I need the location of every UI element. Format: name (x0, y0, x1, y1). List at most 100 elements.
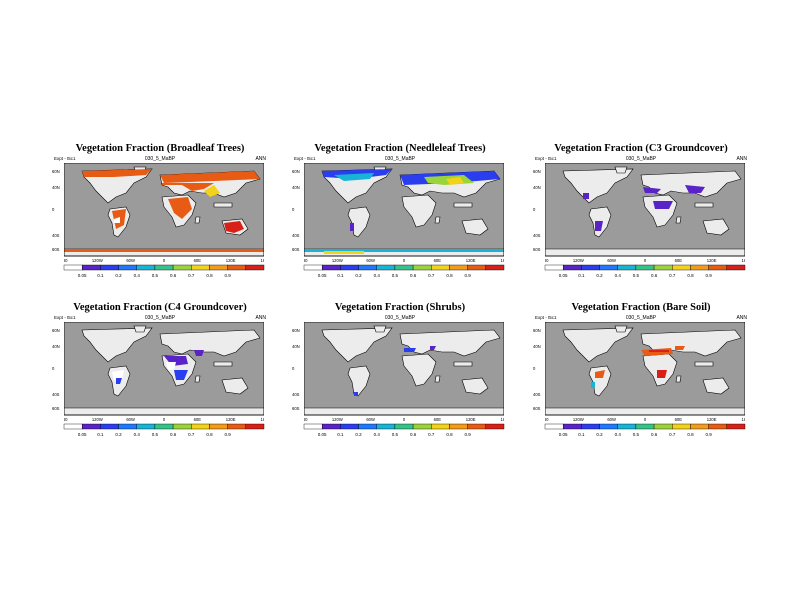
colorbar-label: 0.6 (410, 273, 417, 278)
landmass-greenland (373, 325, 387, 333)
vegetation-region (446, 177, 464, 185)
colorbar-label: 0.7 (428, 432, 435, 437)
y-tick-label: 0 (52, 207, 55, 212)
landmass-greenland (133, 325, 147, 333)
colorbar-swatch (431, 264, 450, 271)
x-tick-label: 60E (434, 258, 442, 263)
vegetation-region (583, 193, 589, 199)
colorbar-swatch (100, 264, 119, 271)
colorbar-label: 0.05 (559, 273, 568, 278)
x-tick-label: 120E (226, 417, 236, 422)
colorbar-swatch (599, 264, 618, 271)
x-tick-label: 60E (675, 417, 683, 422)
colorbar-label: 0.5 (392, 273, 399, 278)
landmass-africa (401, 194, 437, 228)
colorbar-swatch (653, 264, 673, 271)
colorbar-swatch (245, 423, 265, 430)
colorbar-swatch (118, 423, 137, 430)
y-tick-label: 40N (52, 185, 60, 190)
colorbar-label: 0.1 (97, 273, 104, 278)
y-tick-label: 40N (292, 185, 300, 190)
panel-title: Vegetation Fraction (Needleleaf Trees) (314, 143, 486, 154)
map-panel: Vegetation Fraction (Bare Soil) 030_5_MaB… (533, 302, 749, 437)
x-tick-label: 60W (366, 417, 375, 422)
landmass-northamerica (81, 327, 153, 363)
vegetation-region (591, 382, 595, 388)
landmass-indonesia (694, 202, 714, 208)
landmass-australia (461, 218, 489, 236)
landmass-madagascar (194, 216, 201, 224)
colorbar-swatch (136, 264, 156, 271)
landmass-australia (461, 377, 489, 395)
colorbar-label: 0.4 (615, 432, 622, 437)
colorbar-label: 0.1 (97, 432, 104, 437)
y-tick-label: 40S (52, 233, 60, 238)
y-tick-label: 60N (52, 169, 60, 174)
colorbar-swatch (653, 423, 673, 430)
x-tick-label: 180 (742, 258, 746, 263)
colorbar-swatch (581, 264, 600, 271)
y-tick-label: 60N (52, 328, 60, 333)
map: 180 120W 60W 0 60E 120E 180 (64, 322, 264, 422)
vegetation-region (116, 378, 122, 384)
colorbar-swatch (690, 264, 709, 271)
colorbar-swatch (321, 264, 341, 271)
colorbar-label: 0.9 (706, 273, 713, 278)
colorbar-label: 0.05 (559, 432, 568, 437)
y-tick-label: 60N (533, 169, 541, 174)
colorbar-swatch (376, 423, 396, 430)
experiment-label: Expt - t5c1 (535, 315, 557, 320)
y-tick-label: 40S (292, 233, 300, 238)
colorbar-swatch (191, 264, 210, 271)
colorbar-swatch (726, 264, 746, 271)
landmass-australia (702, 377, 730, 395)
landmass-madagascar (194, 375, 201, 383)
landmass-northamerica (562, 168, 634, 204)
colorbar-swatch (617, 264, 637, 271)
map-panel: Vegetation Fraction (Needleleaf Trees) 03… (292, 143, 508, 278)
season-label: ANN (736, 156, 747, 162)
vegetation-region (64, 249, 264, 252)
x-tick-label: 0 (163, 417, 166, 422)
colorbar-swatch (672, 264, 691, 271)
y-tick-label: 40S (533, 392, 541, 397)
y-tick-label: 60N (292, 169, 300, 174)
x-tick-label: 60E (434, 417, 442, 422)
colorbar-swatch (303, 264, 323, 271)
colorbar-label: 0.05 (78, 273, 87, 278)
colorbar-label: 0.4 (374, 273, 381, 278)
landmass-indonesia (213, 361, 233, 367)
colorbar-label: 0.9 (706, 432, 713, 437)
colorbar-swatch (726, 423, 746, 430)
map-panel: Vegetation Fraction (C3 Groundcover) 030_… (533, 143, 749, 278)
landmass-australia (221, 377, 249, 395)
x-tick-label: 180 (64, 417, 68, 422)
colorbar-label: 0.8 (446, 273, 453, 278)
vegetation-region (204, 185, 220, 197)
map-frame (304, 322, 504, 416)
colorbar-label: 0.5 (152, 273, 159, 278)
x-tick-label: 120E (707, 417, 717, 422)
map-frame (545, 322, 745, 416)
landmass-greenland (614, 166, 628, 174)
landmass-antarctica (545, 248, 745, 257)
y-tick-label: 60N (292, 328, 300, 333)
vegetation-region (657, 370, 667, 378)
colorbar-label: 0.4 (134, 273, 141, 278)
colorbar-label: 0.2 (115, 273, 122, 278)
colorbar-label: 0.05 (318, 432, 327, 437)
vegetation-region (194, 350, 204, 356)
vegetation-region (166, 362, 176, 370)
vegetation-region (160, 171, 260, 183)
landmass-northamerica (81, 168, 153, 204)
y-tick-label: 60N (533, 328, 541, 333)
landmass-madagascar (675, 216, 682, 224)
map: 180 120W 60W 0 60E 120E 180 (304, 322, 504, 422)
colorbar-swatch (394, 264, 414, 271)
colorbar-label: 0.6 (170, 432, 177, 437)
colorbar-label: 0.4 (134, 432, 141, 437)
map: 180 120W 60W 0 60E 120E 180 (545, 163, 746, 263)
colorbar-swatch (412, 423, 432, 430)
x-tick-label: 60W (126, 258, 135, 263)
colorbar-label: 0.1 (578, 273, 585, 278)
